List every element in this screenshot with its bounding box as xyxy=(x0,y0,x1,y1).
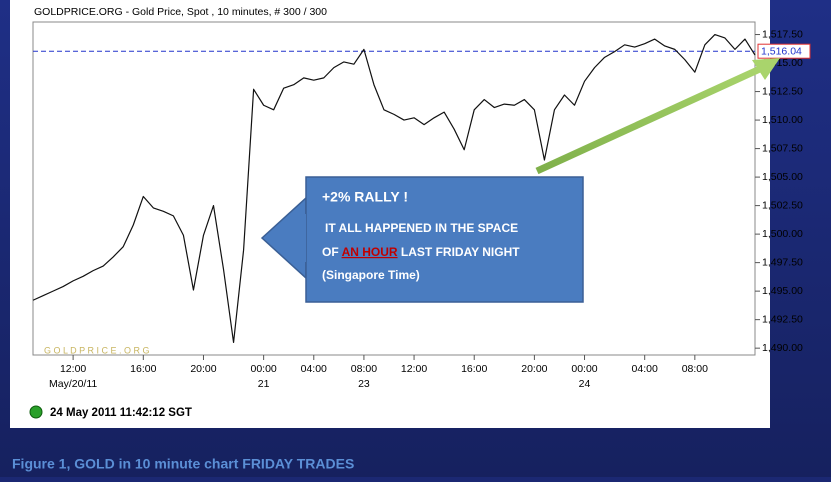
y-tick-label: 1,490.00 xyxy=(762,342,803,354)
y-tick-label: 1,497.50 xyxy=(762,256,803,268)
price-line xyxy=(32,33,756,344)
x-tick-label: 20:00 xyxy=(190,363,216,375)
callout-line: IT ALL HAPPENED IN THE SPACE xyxy=(325,221,518,235)
x-date-label: 21 xyxy=(258,378,270,390)
watermark: G O L D P R I C E . O R G xyxy=(44,345,150,355)
callout-line: (Singapore Time) xyxy=(322,268,420,282)
x-tick-label: 12:00 xyxy=(60,363,86,375)
x-date-label: 24 xyxy=(579,378,591,390)
plot-frame xyxy=(32,21,756,356)
green-arrow-head xyxy=(752,58,780,80)
arrow-join xyxy=(290,214,306,262)
y-tick-label: 1,517.50 xyxy=(762,28,803,40)
y-tick-label: 1,492.50 xyxy=(762,313,803,325)
callout-highlight: AN HOUR xyxy=(342,245,398,259)
last-price-label: 1,516.04 xyxy=(761,45,802,57)
callout-headline: +2% RALLY ! xyxy=(322,189,408,205)
x-tick-label: 16:00 xyxy=(461,363,487,375)
callout-text: OF xyxy=(322,245,339,259)
x-tick-label: 04:00 xyxy=(301,363,327,375)
callout-text: LAST FRIDAY NIGHT xyxy=(401,245,520,259)
x-tick-label: 08:00 xyxy=(351,363,377,375)
chart-title: GOLDPRICE.ORG - Gold Price, Spot , 10 mi… xyxy=(34,6,327,18)
timestamp: 24 May 2011 11:42:12 SGT xyxy=(50,407,192,419)
x-date-label: 23 xyxy=(358,378,370,390)
status-dot xyxy=(29,405,43,419)
callout-box xyxy=(305,176,584,303)
x-date-label: May/20/11 xyxy=(49,378,97,390)
x-tick-label: 20:00 xyxy=(521,363,547,375)
y-tick-label: 1,507.50 xyxy=(762,142,803,154)
y-tick-label: 1,505.00 xyxy=(762,171,803,183)
y-tick-label: 1,512.50 xyxy=(762,85,803,97)
y-tick-label: 1,500.00 xyxy=(762,228,803,240)
y-tick-label: 1,502.50 xyxy=(762,199,803,211)
caption: Figure 1, GOLD in 10 minute chart FRIDAY… xyxy=(12,456,354,472)
y-tick-label: 1,495.00 xyxy=(762,285,803,297)
callout-line: OF AN HOUR LAST FRIDAY NIGHT xyxy=(322,245,520,259)
x-tick-label: 04:00 xyxy=(632,363,658,375)
annotations: +2% RALLY ! IT ALL HAPPENED IN THE SPACE… xyxy=(260,58,780,303)
x-tick-label: 12:00 xyxy=(401,363,427,375)
x-tick-label: 00:00 xyxy=(250,363,276,375)
x-tick-label: 00:00 xyxy=(571,363,597,375)
green-arrow xyxy=(535,64,764,175)
y-tick-label: 1,510.00 xyxy=(762,114,803,126)
x-tick-label: 16:00 xyxy=(130,363,156,375)
x-tick-label: 08:00 xyxy=(682,363,708,375)
last-price-box xyxy=(757,43,811,59)
